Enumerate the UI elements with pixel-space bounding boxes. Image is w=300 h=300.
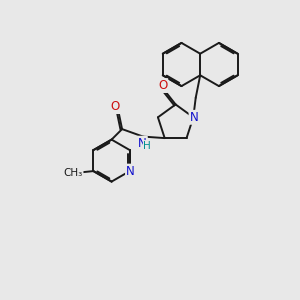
Text: N: N <box>138 137 147 150</box>
Text: H: H <box>143 141 151 151</box>
Text: CH₃: CH₃ <box>63 168 82 178</box>
Text: N: N <box>190 111 198 124</box>
Text: N: N <box>126 165 135 178</box>
Text: O: O <box>111 100 120 113</box>
Text: O: O <box>158 79 167 92</box>
